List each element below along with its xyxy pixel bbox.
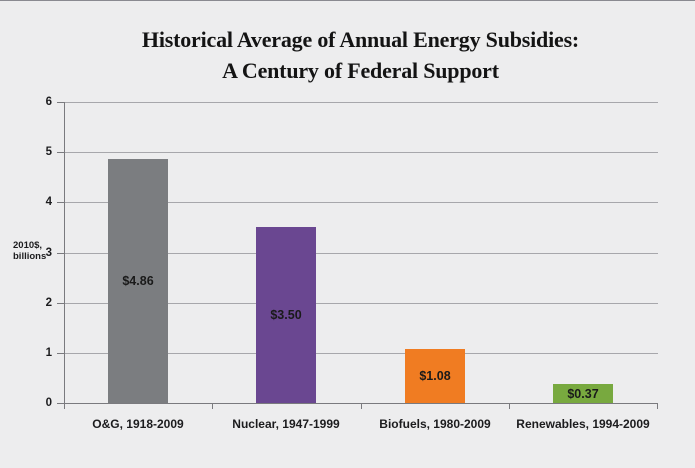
y-axis-tick bbox=[57, 303, 64, 304]
x-axis-tick bbox=[509, 404, 510, 409]
gridline bbox=[65, 102, 658, 103]
y-tick-label: 2 bbox=[45, 297, 52, 309]
gridline bbox=[65, 303, 658, 304]
x-axis-tick bbox=[361, 404, 362, 409]
category-label: O&G, 1918-2009 bbox=[92, 417, 184, 431]
y-tick-label: 4 bbox=[45, 196, 52, 208]
category-label: Renewables, 1994-2009 bbox=[516, 417, 650, 431]
y-axis-title: 2010$, billions bbox=[13, 240, 46, 262]
top-border-line bbox=[0, 0, 695, 1]
bar-value-label: $0.37 bbox=[567, 387, 599, 401]
y-axis-tick bbox=[57, 403, 64, 404]
bar-value-label: $4.86 bbox=[122, 274, 154, 288]
category-label: Biofuels, 1980-2009 bbox=[379, 417, 491, 431]
y-tick-label: 1 bbox=[45, 347, 52, 359]
category-label: Nuclear, 1947-1999 bbox=[232, 417, 340, 431]
chart-title: Historical Average of Annual Energy Subs… bbox=[64, 24, 657, 86]
y-tick-label: 3 bbox=[45, 247, 52, 259]
x-axis-tick bbox=[64, 404, 65, 409]
gridline bbox=[65, 202, 658, 203]
bar-value-label: $3.50 bbox=[270, 308, 302, 322]
gridline bbox=[65, 353, 658, 354]
chart-title-line2: A Century of Federal Support bbox=[222, 58, 499, 83]
bar-value-label: $1.08 bbox=[419, 369, 451, 383]
y-tick-label: 0 bbox=[45, 397, 52, 409]
y-tick-label: 6 bbox=[45, 96, 52, 108]
y-axis-tick bbox=[57, 353, 64, 354]
y-tick-label: 5 bbox=[45, 146, 52, 158]
y-axis-title-line2: billions bbox=[13, 251, 47, 262]
bar bbox=[553, 384, 613, 403]
x-axis-tick bbox=[212, 404, 213, 409]
y-axis-tick bbox=[57, 202, 64, 203]
chart-title-line1: Historical Average of Annual Energy Subs… bbox=[141, 27, 580, 52]
bar bbox=[405, 348, 465, 403]
x-axis-tick bbox=[657, 404, 658, 409]
y-axis-tick bbox=[57, 253, 64, 254]
bar bbox=[256, 227, 316, 403]
gridline bbox=[65, 152, 658, 153]
bar bbox=[108, 159, 168, 403]
y-axis-tick bbox=[57, 102, 64, 103]
y-axis-title-line1: 2010$, bbox=[13, 240, 43, 251]
y-axis-tick bbox=[57, 152, 64, 153]
plot-area bbox=[64, 102, 658, 404]
gridline bbox=[65, 253, 658, 254]
